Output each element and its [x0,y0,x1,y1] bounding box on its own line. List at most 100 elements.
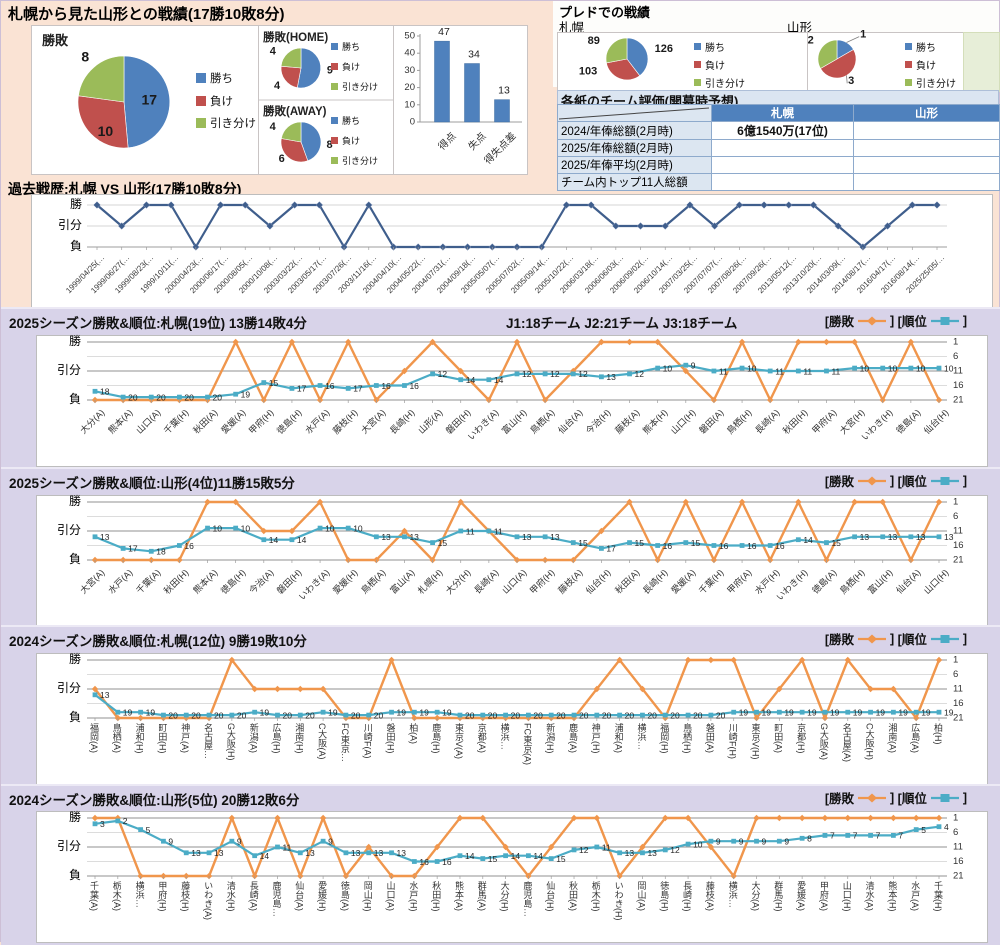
svg-text:16: 16 [409,381,419,391]
svg-text:14: 14 [494,375,504,385]
legend-label: 勝ち [210,73,233,85]
svg-text:20: 20 [282,710,292,720]
opponent-label: 長崎(A) [248,881,259,911]
legend-label: 負け [705,61,725,72]
win-legend-swatch [331,43,338,50]
svg-text:15: 15 [578,538,588,548]
pro-record-title: プレドでの戦績 [559,5,651,20]
opponent-label: 神戸(H) [590,723,601,754]
svg-text:1: 1 [953,337,958,348]
svg-text:15: 15 [831,538,841,548]
opponent-label: 新潟(A) [248,723,259,753]
svg-text:13: 13 [305,848,315,858]
season-legend: [勝敗 ] [順位 ] [825,788,967,807]
svg-text:21: 21 [953,395,964,406]
eval-table-value-cell[interactable] [711,139,854,157]
eval-table-value-cell[interactable] [711,156,854,174]
svg-text:10: 10 [888,363,898,373]
season-legend-text: [順位 [894,315,927,329]
opponent-label: 神戸(A) [180,723,191,753]
svg-text:10: 10 [693,839,703,849]
svg-text:20: 20 [156,392,166,402]
opponent-label: 町田(H) [157,723,168,754]
legend-label: 負け [342,62,361,72]
opponent-label: 浦和(H) [134,723,145,754]
home-away-divider [259,99,393,101]
svg-text:20: 20 [693,710,703,720]
svg-text:9: 9 [327,65,333,77]
panel-pie-home-away: 勝敗(HOME) 勝敗(AWAY) 9 4 4 8 6 4 勝ち 負け 引き分け 勝ち 負け 引き分け [258,25,394,175]
legend-item: 負け [331,60,378,73]
svg-text:10: 10 [944,363,954,373]
svg-text:11: 11 [602,842,611,852]
legend-label: 引き分け [342,82,379,92]
svg-text:19: 19 [830,707,840,717]
opponent-label: 町田(A) [773,723,784,753]
opponent-label: 湘南(A) [887,723,898,753]
svg-text:19: 19 [442,707,452,717]
svg-text:8: 8 [81,48,89,64]
svg-text:10: 10 [98,123,114,139]
pie-pro-sapporo-legend: 勝ち 負け 引き分け [694,39,745,93]
legend-label: 引き分け [916,79,956,90]
opponent-label: 水戸(H) [408,881,419,912]
legend-item: 引き分け [694,75,745,90]
opponent-label: 鹿島(H) [431,723,442,754]
eval-table-value-cell[interactable] [853,156,1000,174]
eval-table-value-cell[interactable] [853,139,1000,157]
svg-text:10: 10 [916,363,926,373]
svg-text:16: 16 [775,541,785,551]
svg-text:負: 負 [69,552,81,566]
svg-text:6: 6 [279,153,285,165]
opponent-label: 愛媛(H) [317,881,328,912]
draw-legend-swatch [196,118,206,128]
svg-text:負: 負 [69,868,81,882]
svg-text:14: 14 [260,851,270,861]
draw-legend-swatch [905,79,912,86]
win-legend-swatch [694,43,701,50]
eval-table-col-header: 山形 [853,104,1000,122]
svg-text:勝: 勝 [70,196,82,211]
season-legend-text: [順位 [894,633,927,647]
svg-text:3: 3 [100,819,105,829]
pie-home-away-chart: 9 4 4 8 6 4 [270,46,333,165]
opponent-label: 千葉(H) [933,881,943,912]
legend-label: 引き分け [210,118,256,130]
svg-text:10: 10 [404,99,415,110]
eval-table-value-cell[interactable] [853,173,1000,191]
svg-text:9: 9 [762,836,767,846]
svg-text:20: 20 [716,710,726,720]
opponent-label: 名古屋(A) [841,723,852,762]
season-legend-text: [勝敗 [824,633,855,647]
svg-text:7: 7 [830,831,835,841]
eval-table-value-cell[interactable]: 6億1540万(17位) [711,121,854,140]
season-legend-text: ] [890,790,895,805]
eval-table-value-cell[interactable] [711,173,854,191]
svg-text:13: 13 [498,85,510,97]
svg-text:19: 19 [944,707,954,717]
svg-text:50: 50 [404,31,415,42]
svg-text:11: 11 [775,366,784,376]
win-legend-swatch [331,117,338,124]
svg-text:14: 14 [511,851,521,861]
svg-text:8: 8 [807,834,812,844]
season-title: 2025シーズン勝敗&順位:山形(4位)11勝15敗5分 [9,476,295,491]
svg-text:19: 19 [146,707,156,717]
pro-team-label-yamagata: 山形 [787,21,813,35]
svg-text:引分: 引分 [57,523,81,537]
svg-text:19: 19 [419,707,429,717]
opponent-label: C大阪(A) [317,723,328,760]
legend-label: 負け [210,95,233,108]
svg-text:10: 10 [860,363,870,373]
svg-text:21: 21 [953,871,964,882]
draw-legend-swatch [331,83,338,90]
svg-text:11: 11 [719,366,728,376]
opponent-label: 大分(H) [499,881,510,912]
section-2024-sapporo: 2024シーズン勝敗&順位:札幌(12位) 9勝19敗10分 [勝敗 ] [順位 … [1,625,1000,786]
season-legend-text: [勝敗 [824,792,855,806]
eval-table-title: 各紙のチーム評価(開幕時予想) [557,90,999,109]
eval-table-value-cell[interactable] [853,121,1000,140]
opponent-label: 愛媛(A) [796,881,807,911]
